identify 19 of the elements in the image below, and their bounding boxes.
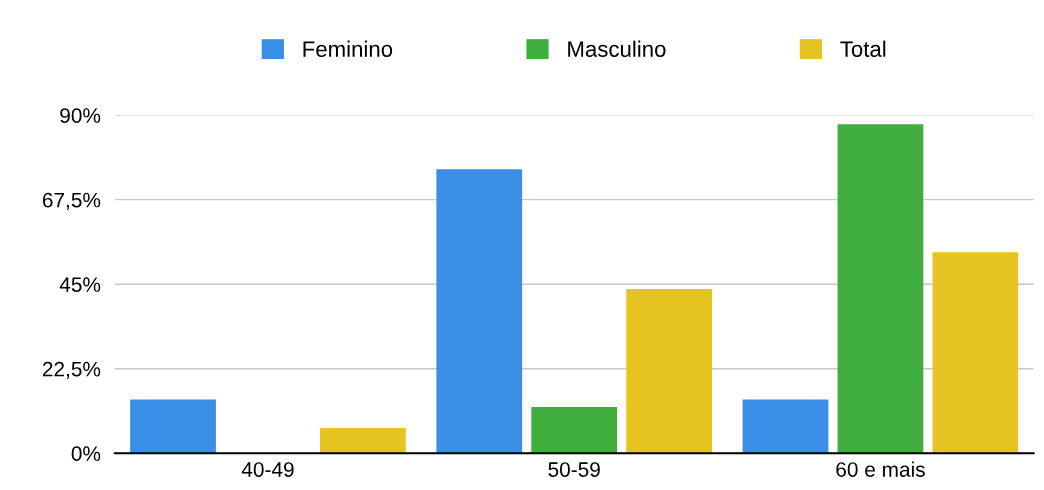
bar: [320, 428, 406, 454]
legend-label: Masculino: [568, 40, 666, 57]
y-tick-label: 45%: [59, 277, 101, 292]
y-tick-label: 67,5%: [42, 192, 101, 210]
legend-label: Total: [840, 40, 886, 57]
bar: [932, 252, 1019, 454]
bar: [436, 169, 523, 454]
y-tick-label: 0%: [71, 446, 101, 461]
x-tick-label: 60 e mais: [836, 461, 925, 477]
y-tick-label: 22,5%: [42, 361, 101, 379]
x-tick-label: 50-59: [548, 462, 600, 477]
bar: [130, 399, 216, 454]
legend-label: Feminino: [303, 40, 393, 57]
bar: [742, 399, 829, 454]
bar: [837, 124, 924, 454]
bar: [531, 407, 618, 454]
x-tick-label: 40-49: [241, 462, 294, 477]
y-tick-label: 90%: [60, 108, 101, 123]
bar: [626, 289, 713, 454]
